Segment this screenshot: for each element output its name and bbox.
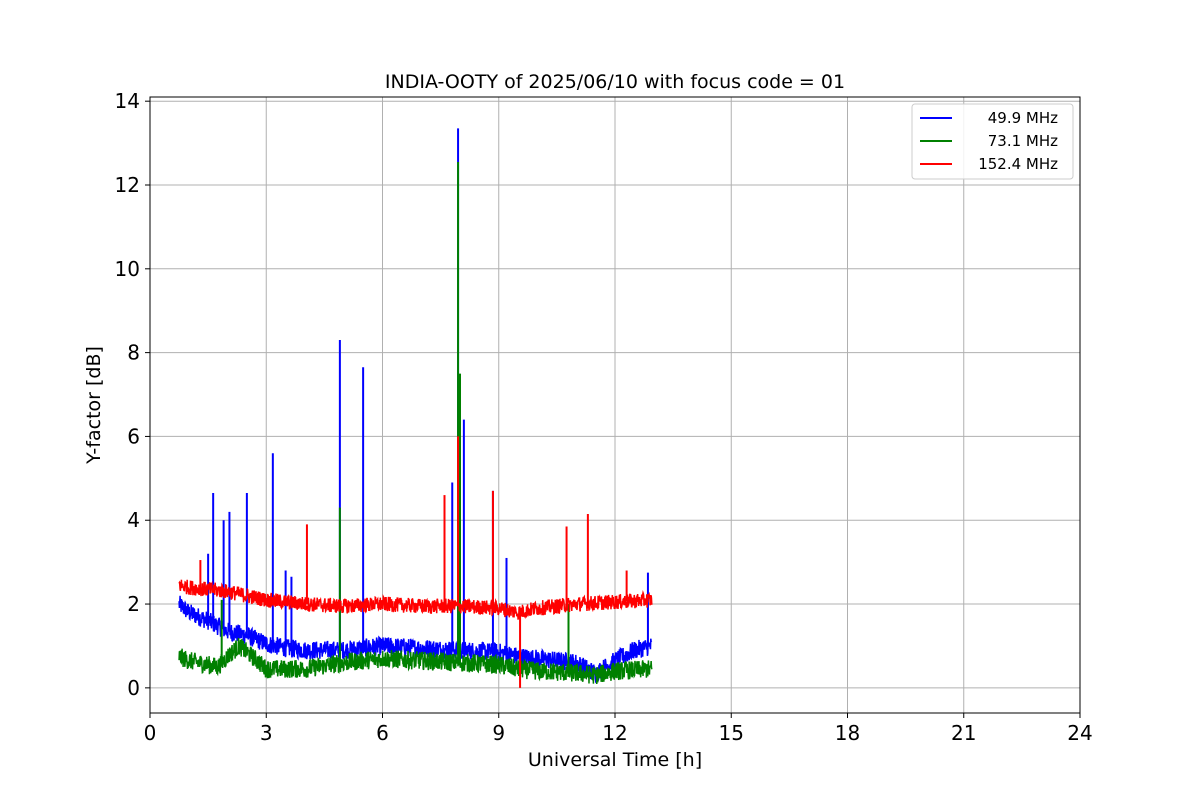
series-layer bbox=[178, 128, 653, 688]
x-tick-label: 9 bbox=[492, 721, 505, 745]
y-tick-label: 2 bbox=[127, 592, 140, 616]
x-tick-label: 3 bbox=[260, 721, 273, 745]
x-tick-label: 12 bbox=[602, 721, 627, 745]
legend-box bbox=[911, 103, 1074, 180]
x-tick-label: 6 bbox=[376, 721, 389, 745]
chart-title: INDIA-OOTY of 2025/06/10 with focus code… bbox=[385, 71, 845, 93]
y-tick-label: 8 bbox=[127, 341, 140, 365]
legend-item: 49.9 MHz bbox=[920, 109, 1058, 127]
y-axis-label: Y-factor [dB] bbox=[83, 346, 105, 465]
x-tick-label: 21 bbox=[951, 721, 976, 745]
x-tick-label: 18 bbox=[835, 721, 860, 745]
y-tick-label: 10 bbox=[115, 257, 140, 281]
y-tick-label: 0 bbox=[127, 676, 140, 700]
series-line bbox=[178, 579, 653, 620]
x-tick-label: 15 bbox=[719, 721, 744, 745]
y-tick-label: 12 bbox=[115, 173, 140, 197]
x-axis: 0 3 6 9 12 15 18 21 24 bbox=[144, 713, 1093, 745]
series-line bbox=[178, 637, 653, 684]
legend-label: 49.9 MHz bbox=[988, 109, 1058, 127]
legend-item: 73.1 MHz bbox=[920, 132, 1058, 150]
x-axis-label: Universal Time [h] bbox=[528, 749, 702, 771]
y-axis: 0 2 4 6 8 10 12 14 bbox=[115, 89, 150, 700]
legend-label: 73.1 MHz bbox=[988, 132, 1058, 150]
legend-item: 152.4 MHz bbox=[920, 155, 1058, 173]
y-tick-label: 14 bbox=[115, 89, 140, 113]
x-tick-label: 0 bbox=[144, 721, 157, 745]
series-2 bbox=[178, 436, 653, 688]
y-tick-label: 6 bbox=[127, 424, 140, 448]
legend: 49.9 MHz 73.1 MHz 152.4 MHz bbox=[911, 103, 1074, 180]
y-tick-label: 4 bbox=[127, 508, 140, 532]
x-tick-label: 24 bbox=[1067, 721, 1092, 745]
legend-label: 152.4 MHz bbox=[978, 155, 1058, 173]
